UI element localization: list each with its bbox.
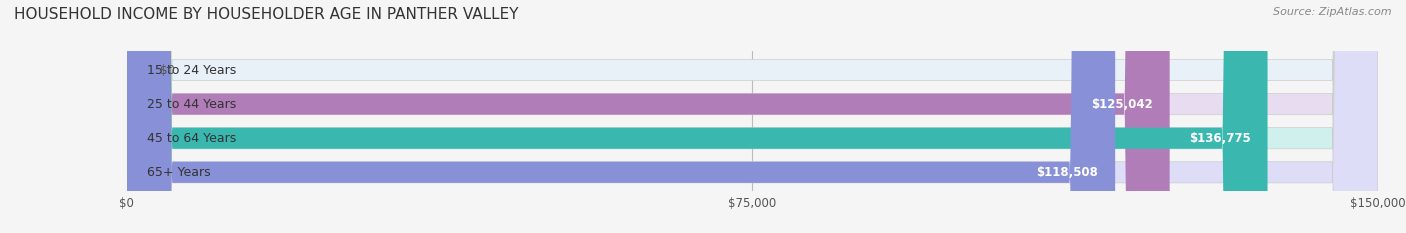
FancyBboxPatch shape bbox=[127, 0, 1378, 233]
FancyBboxPatch shape bbox=[127, 0, 1268, 233]
Text: $136,775: $136,775 bbox=[1189, 132, 1251, 145]
Text: 25 to 44 Years: 25 to 44 Years bbox=[148, 98, 236, 111]
FancyBboxPatch shape bbox=[127, 0, 1170, 233]
Text: Source: ZipAtlas.com: Source: ZipAtlas.com bbox=[1274, 7, 1392, 17]
Text: $118,508: $118,508 bbox=[1036, 166, 1098, 179]
FancyBboxPatch shape bbox=[127, 0, 1378, 233]
Text: 65+ Years: 65+ Years bbox=[148, 166, 211, 179]
Text: HOUSEHOLD INCOME BY HOUSEHOLDER AGE IN PANTHER VALLEY: HOUSEHOLD INCOME BY HOUSEHOLDER AGE IN P… bbox=[14, 7, 519, 22]
FancyBboxPatch shape bbox=[127, 0, 1378, 233]
Text: 45 to 64 Years: 45 to 64 Years bbox=[148, 132, 236, 145]
Text: $125,042: $125,042 bbox=[1091, 98, 1153, 111]
Text: $0: $0 bbox=[160, 64, 174, 76]
FancyBboxPatch shape bbox=[127, 0, 1115, 233]
FancyBboxPatch shape bbox=[127, 0, 1378, 233]
Text: 15 to 24 Years: 15 to 24 Years bbox=[148, 64, 236, 76]
